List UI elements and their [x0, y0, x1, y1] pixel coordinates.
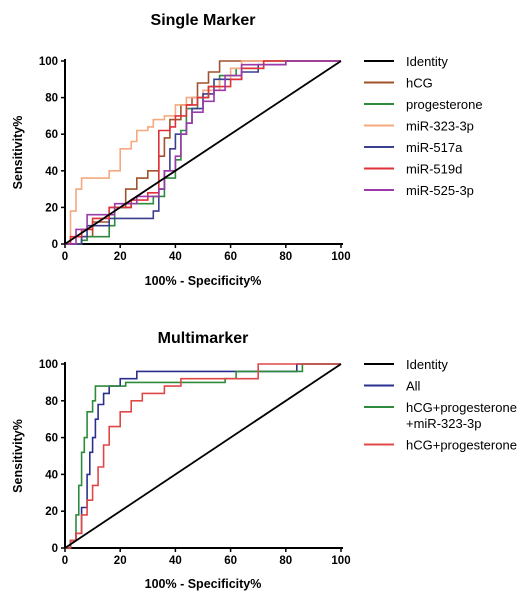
y-tick-label: 0 [52, 239, 58, 251]
x-tick-label: 80 [279, 251, 292, 263]
y-axis-label: Sensitivity% [11, 419, 25, 493]
legend-item-progesterone: progesterone [364, 97, 483, 112]
x-tick-label: 0 [62, 251, 68, 263]
y-tick-label: 40 [45, 166, 58, 178]
x-axis-label: 100% - Specificity% [145, 577, 262, 591]
legend-label: hCG [406, 76, 433, 91]
legend-label: +miR-323-3p [406, 416, 482, 431]
y-tick-label: 20 [45, 202, 58, 214]
x-tick-label: 100 [331, 555, 350, 567]
legend-item-all: All [364, 379, 421, 394]
x-tick-label: 0 [62, 555, 68, 567]
legend-label: progesterone [406, 97, 483, 112]
y-axis-label: Sensitivity% [11, 116, 25, 190]
x-tick-label: 40 [169, 251, 182, 263]
y-tick-label: 80 [45, 396, 58, 408]
y-tick-label: 20 [45, 506, 58, 518]
series-line-identity [64, 60, 342, 245]
series-line-hcg-progesterone [65, 363, 341, 549]
series-line-mir-519d [65, 60, 341, 245]
y-tick-label: 60 [45, 433, 58, 445]
legend-label: hCG+progesterone [406, 438, 517, 453]
y-tick-label: 80 [45, 93, 58, 105]
y-tick-label: 100 [39, 359, 58, 371]
x-tick-label: 60 [224, 555, 237, 567]
legend-item-identity: Identity [364, 357, 448, 372]
y-tick-label: 0 [52, 543, 58, 555]
series-line-identity [64, 363, 342, 549]
legend-item-identity: Identity [364, 54, 448, 69]
legend-label: hCG+progesterone [406, 400, 517, 415]
legend-item-mir-323-3p: miR-323-3p [364, 119, 474, 134]
x-tick-label: 80 [279, 555, 292, 567]
legend-item-hcg-progesterone: hCG+progesterone [364, 438, 517, 453]
x-axis-label: 100% - Specificity% [145, 274, 262, 288]
legend-label: miR-519d [406, 162, 462, 177]
legend-label: All [406, 379, 421, 394]
legend-label: Identity [406, 357, 448, 372]
legend-item-mir-517a: miR-517a [364, 140, 463, 155]
chart-title: Multimarker [158, 330, 249, 347]
legend-item-mir-525-3p: miR-525-3p [364, 183, 474, 198]
x-tick-label: 20 [114, 555, 127, 567]
x-tick-label: 40 [169, 555, 182, 567]
x-tick-label: 60 [224, 251, 237, 263]
legend-label: miR-517a [406, 140, 463, 155]
legend-item-hcg: hCG [364, 76, 433, 91]
legend-label: Identity [406, 54, 448, 69]
x-tick-label: 100 [331, 251, 350, 263]
chart-panel-2: Multimarker 0 20 40 60 80 100 0 20 40 60 80 100 100% … [11, 330, 517, 591]
y-tick-label: 60 [45, 129, 58, 141]
legend-label: miR-323-3p [406, 119, 474, 134]
series-line-hcg [65, 60, 341, 245]
y-tick-label: 100 [39, 56, 58, 68]
legend-item-hcg-progesterone-mir-323-3p: hCG+progesterone+miR-323-3p [364, 400, 517, 431]
series-line-mir-323-3p [65, 60, 341, 245]
y-tick-label: 40 [45, 469, 58, 481]
legend-label: miR-525-3p [406, 183, 474, 198]
x-tick-label: 20 [114, 251, 127, 263]
legend-item-mir-519d: miR-519d [364, 162, 462, 177]
chart-panel-1: Single Marker 0 20 40 60 80 100 0 20 40 60 80 100 100… [11, 12, 483, 288]
series-line-mir-525-3p [65, 60, 341, 245]
chart-title: Single Marker [151, 12, 256, 29]
